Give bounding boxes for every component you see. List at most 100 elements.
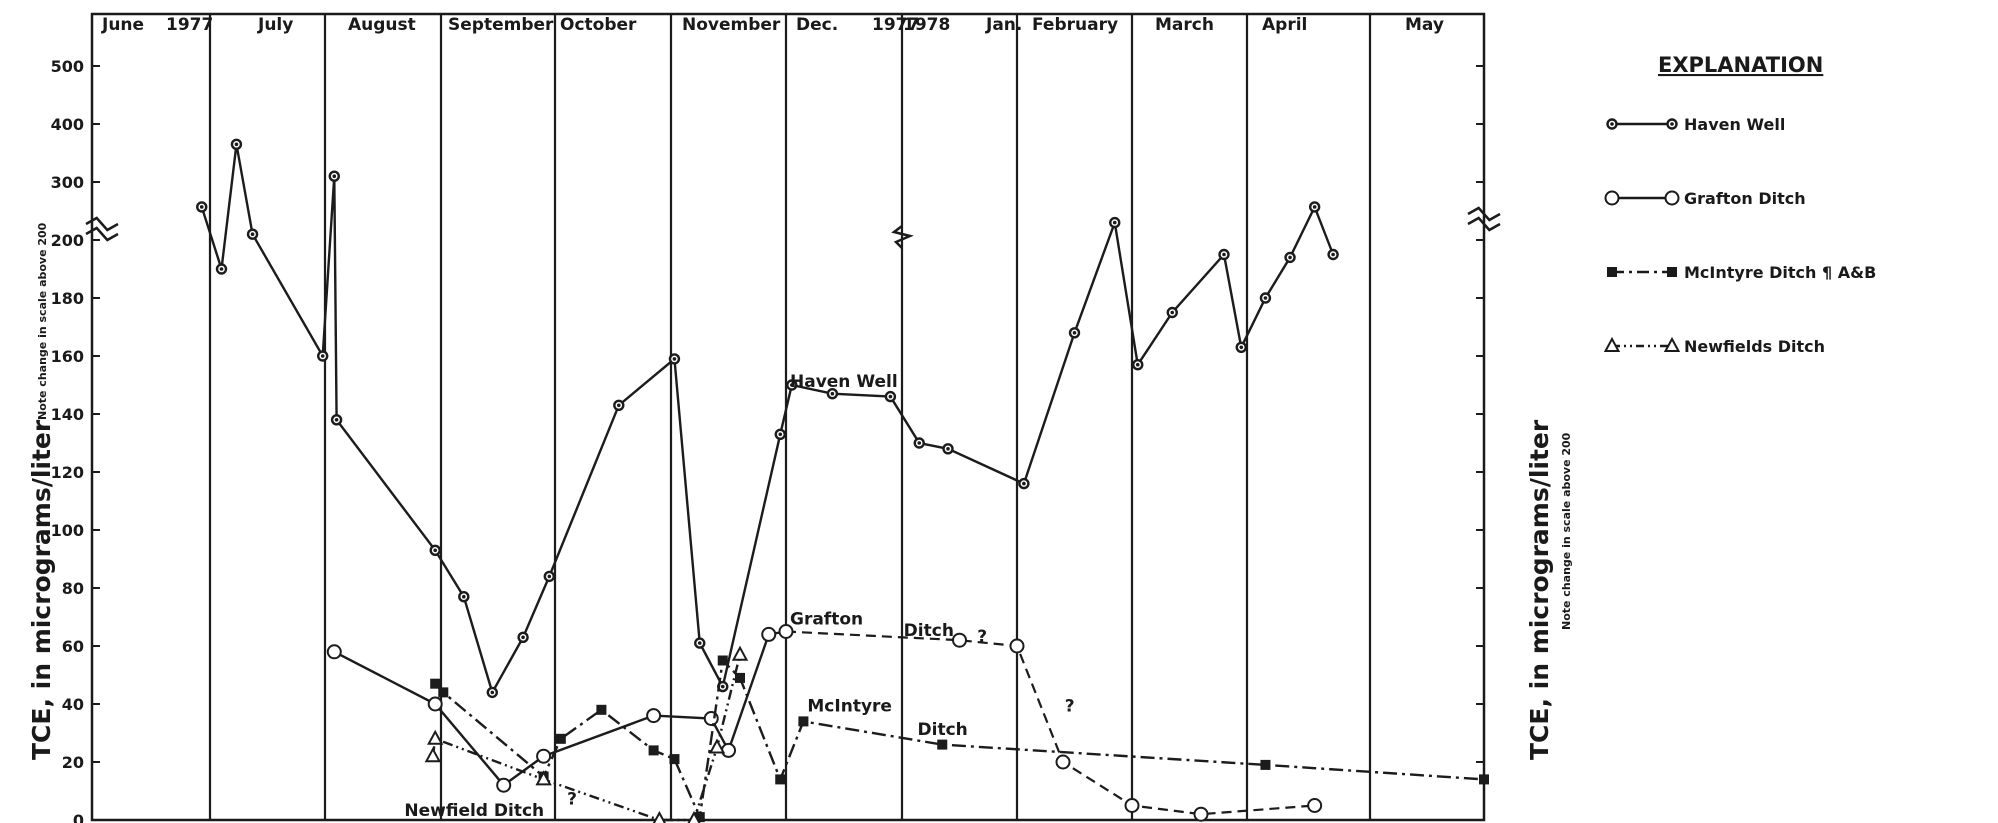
legend-entry: Newfields Ditch <box>1603 336 1825 356</box>
data-point-core <box>332 174 337 178</box>
data-point-core <box>490 690 495 695</box>
scale-break-mid <box>891 225 914 249</box>
data-point-core <box>778 432 783 437</box>
y-tick-label: 20 <box>62 753 84 772</box>
data-point-core <box>1022 481 1026 486</box>
month-label: June <box>101 15 144 35</box>
month-label: July <box>257 15 293 35</box>
y-tick-label: 180 <box>51 289 84 308</box>
plot-annotation: Ditch <box>904 621 954 641</box>
y-tick-label: 400 <box>51 115 84 134</box>
legend-label: Grafton Ditch <box>1684 189 1806 208</box>
data-point <box>555 733 566 744</box>
plot-annotation: Grafton <box>790 610 863 630</box>
month-label: September <box>448 15 554 35</box>
y-tick-label: 60 <box>62 637 84 656</box>
data-point-core <box>250 232 255 236</box>
data-point-core <box>219 267 224 271</box>
legend-title: EXPLANATION <box>1658 53 1823 77</box>
data-point <box>326 644 342 660</box>
data-point-core <box>521 635 525 640</box>
data-point-core <box>1288 255 1292 260</box>
plot-annotation: ? <box>1065 697 1075 717</box>
data-point-core <box>790 383 794 387</box>
legend-entry: Grafton Ditch <box>1604 189 1806 208</box>
data-point-core <box>672 357 677 361</box>
data-point <box>652 810 666 823</box>
month-label: 1978 <box>903 15 950 35</box>
data-point-core <box>917 441 922 445</box>
data-point <box>535 770 552 786</box>
legend-label: Newfields Ditch <box>1684 337 1825 356</box>
data-point <box>717 655 728 666</box>
legend-entry: Haven Well <box>1606 115 1785 134</box>
data-point <box>430 678 441 689</box>
month-label: March <box>1155 15 1214 35</box>
series-grafton-ditch <box>326 624 1323 822</box>
y-axis-note-left: Note change in scale above 200 <box>36 222 49 420</box>
data-point-core <box>1312 205 1317 209</box>
month-label: April <box>1262 15 1307 35</box>
y-tick-label: 140 <box>51 405 84 424</box>
data-point <box>694 812 705 823</box>
series-haven-well <box>196 138 1339 699</box>
plot-annotation: ? <box>567 789 577 809</box>
data-point-core <box>334 418 339 422</box>
data-point-core <box>946 447 950 451</box>
data-point <box>735 672 745 683</box>
series-newfields-ditch <box>424 645 749 823</box>
data-point-core <box>1239 345 1244 350</box>
plot-annotation: Haven Well <box>790 372 898 392</box>
data-point <box>798 716 809 727</box>
data-point-core <box>1222 252 1226 257</box>
legend-swatch-marker-core <box>1610 122 1614 126</box>
series-line <box>333 630 787 787</box>
month-label: Dec. <box>796 15 838 35</box>
data-point-core <box>697 641 702 645</box>
scale-break-left <box>85 216 119 242</box>
month-label: November <box>682 15 781 35</box>
data-point <box>937 739 948 750</box>
data-point <box>1260 759 1271 770</box>
data-point-core <box>1170 310 1175 315</box>
data-point <box>496 777 512 793</box>
legend-label: McIntyre Ditch ¶ A&B <box>1684 263 1876 282</box>
series-line <box>431 654 742 822</box>
data-point <box>708 738 726 754</box>
data-point-core <box>720 684 725 689</box>
y-tick-label: 500 <box>51 57 84 76</box>
month-label: 1977 <box>166 15 213 35</box>
plot-annotation: Ditch <box>918 720 968 740</box>
legend-swatch-marker-core <box>1670 122 1674 126</box>
data-point <box>669 754 680 765</box>
data-point-core <box>199 205 204 209</box>
data-point <box>1009 638 1025 654</box>
plot-annotation: ? <box>977 627 987 647</box>
y-tick-label: 160 <box>51 347 84 366</box>
data-point-core <box>617 403 621 408</box>
y-tick-label: 300 <box>51 173 84 192</box>
data-point-core <box>1112 220 1117 225</box>
data-point <box>596 704 607 715</box>
data-point-core <box>1263 296 1268 300</box>
y-tick-label: 120 <box>51 463 84 482</box>
data-point <box>1193 806 1209 822</box>
y-tick-label: 40 <box>62 695 84 714</box>
data-point <box>438 687 449 698</box>
series-line-dashed <box>785 630 1315 816</box>
month-label: May <box>1405 15 1444 35</box>
legend-swatch-marker <box>1667 267 1677 277</box>
data-point-core <box>320 354 325 358</box>
month-label: October <box>560 15 637 35</box>
y-tick-label: 80 <box>62 579 84 598</box>
data-point <box>1124 798 1140 813</box>
data-point <box>1479 774 1489 785</box>
data-point <box>775 774 786 785</box>
legend-swatch-marker <box>1607 267 1617 277</box>
series-line <box>200 144 1335 696</box>
data-point <box>427 729 444 745</box>
data-point <box>778 624 794 639</box>
data-point <box>1307 798 1323 813</box>
